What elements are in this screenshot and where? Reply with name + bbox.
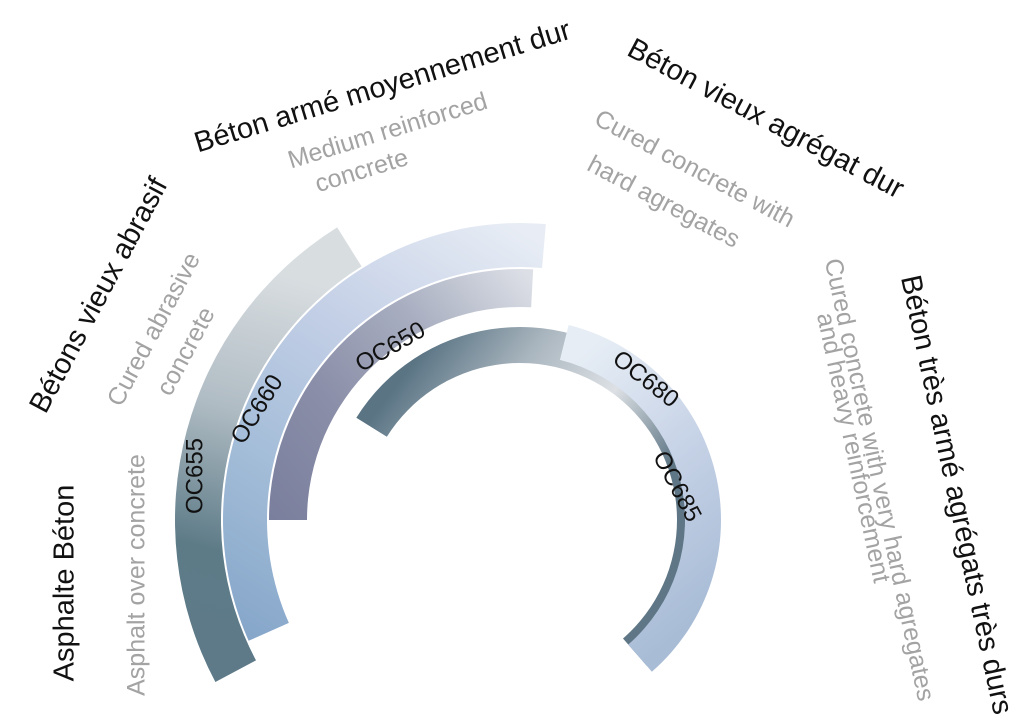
category-french-label: Bétons vieux abrasif [23, 172, 174, 418]
category-french-label: Béton vieux agrégat dur [622, 32, 909, 205]
category-english-label: Asphalt over concrete [123, 454, 151, 696]
band-oc650 [269, 269, 534, 520]
bands-layer [174, 223, 722, 682]
band-oc685 [559, 324, 722, 672]
band-oc660 [223, 223, 546, 641]
category-french-label: Asphalte Béton [49, 485, 81, 682]
band-oc655 [174, 227, 362, 682]
band-code-label: OC655 [181, 438, 208, 514]
